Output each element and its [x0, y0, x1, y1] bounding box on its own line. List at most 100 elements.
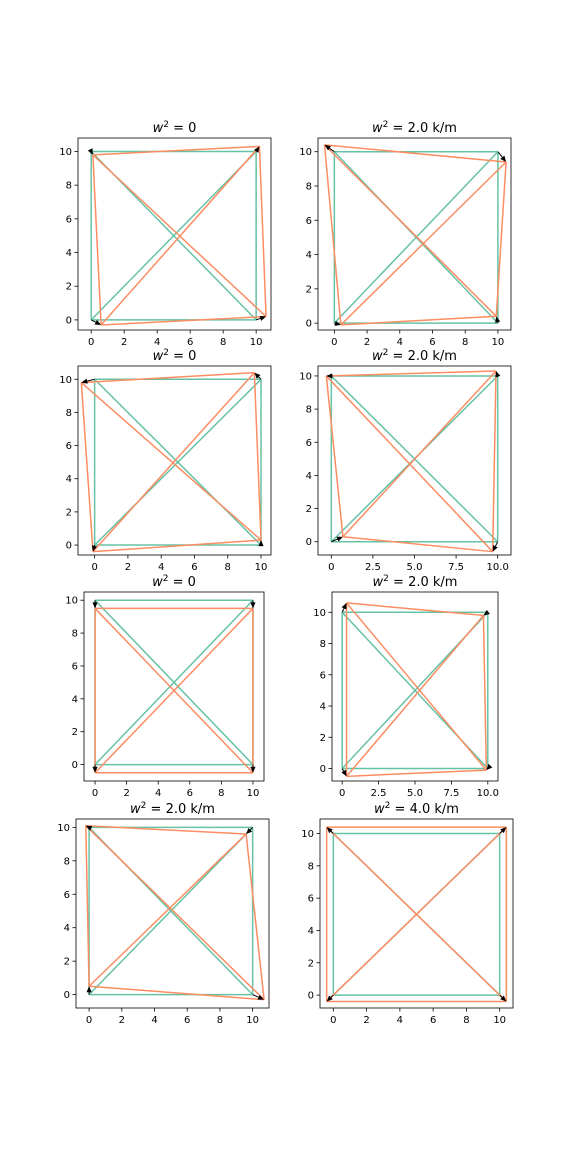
x-tick-label: 6 — [429, 337, 435, 348]
displaced-member-1 — [340, 315, 497, 326]
x-tick-label: 0 — [328, 562, 334, 573]
y-tick-label: 2 — [66, 282, 72, 293]
y-tick-label: 10 — [313, 608, 326, 619]
displacement-arrow-3 — [499, 830, 503, 834]
x-tick-label: 2 — [125, 562, 131, 573]
displacement-arrow-4 — [87, 378, 95, 382]
displaced-member-4 — [323, 144, 342, 325]
displacement-arrow-2 — [252, 994, 259, 998]
y-tick-label: 6 — [66, 214, 72, 225]
arrow-head-2 — [500, 995, 507, 1002]
displaced-member-6 — [345, 602, 487, 771]
y-tick-label: 0 — [64, 990, 70, 1001]
y-tick-label: 8 — [306, 405, 312, 416]
displaced-member-4 — [325, 375, 344, 537]
displaced-member-6 — [92, 154, 267, 318]
arrow-head-3 — [250, 602, 256, 609]
displacement-arrow-1 — [341, 768, 345, 772]
arrow-head-3 — [483, 609, 490, 616]
y-tick-label: 6 — [308, 894, 314, 905]
arrow-head-4 — [326, 827, 333, 834]
y-tick-label: 0 — [72, 760, 78, 771]
subplot-title: w2 = 2.0 k/m — [130, 801, 215, 817]
x-tick-label: 0 — [331, 337, 337, 348]
subplot-title: w2 = 0 — [153, 120, 197, 136]
x-tick-label: 10 — [247, 788, 260, 799]
displacement-arrow-2 — [494, 541, 499, 547]
displacement-arrow-2 — [499, 994, 503, 998]
x-tick-label: 0 — [339, 788, 345, 799]
axes-frame — [77, 137, 272, 331]
y-tick-label: 2 — [306, 504, 312, 515]
x-tick-label: 2.5 — [365, 562, 381, 573]
subplot-8: 0 2 4 6 8 10 0 2 4 6 8 10 w2 = 4.0 k/m — [301, 801, 514, 1026]
displaced-member-1 — [101, 315, 267, 326]
x-tick-label: 2 — [123, 788, 129, 799]
y-tick-label: 6 — [306, 216, 312, 227]
displaced-member-5 — [345, 614, 485, 777]
y-tick-label: 10 — [301, 829, 314, 840]
x-tick-label: 0 — [86, 1015, 92, 1026]
displacement-arrows — [341, 602, 493, 777]
x-tick-label: 10 — [493, 1015, 506, 1026]
y-tick-label: 2 — [306, 284, 312, 295]
displaced-truss — [85, 824, 265, 1001]
x-tick-label: 4 — [397, 337, 403, 348]
displaced-member-5 — [342, 370, 497, 538]
x-tick-label: 5.0 — [407, 788, 423, 799]
displacement-arrow-1 — [331, 538, 338, 543]
x-tick-label: 4 — [154, 337, 160, 348]
displaced-member-6 — [80, 382, 262, 541]
x-tick-label: 0 — [91, 562, 97, 573]
arrow-head-2 — [259, 315, 267, 321]
x-tick-label: 0 — [330, 1015, 336, 1026]
x-tick-label: 2 — [364, 337, 370, 348]
displaced-member-6 — [324, 144, 497, 317]
y-tick-label: 4 — [66, 248, 72, 259]
displaced-member-1 — [89, 985, 265, 1001]
y-tick-label: 4 — [308, 926, 314, 937]
x-tick-label: 2.5 — [371, 788, 387, 799]
displaced-member-6 — [326, 826, 507, 1003]
y-tick-label: 0 — [306, 537, 312, 548]
x-tick-label: 8 — [462, 337, 468, 348]
x-tick-label: 2 — [121, 337, 127, 348]
displacement-arrow-3 — [258, 376, 262, 380]
arrow-head-1 — [92, 766, 98, 773]
displaced-truss — [325, 370, 497, 553]
displaced-member-2 — [482, 615, 488, 771]
x-tick-label: 7.5 — [443, 788, 459, 799]
displaced-member-2 — [495, 161, 507, 317]
x-tick-label: 2 — [119, 1015, 125, 1026]
axes-frame — [75, 818, 270, 1009]
y-tick-label: 4 — [72, 694, 78, 705]
displaced-truss — [325, 826, 508, 1003]
y-tick-label: 6 — [72, 661, 78, 672]
y-tick-label: 2 — [64, 957, 70, 968]
displaced-member-5 — [92, 372, 255, 553]
displaced-member-6 — [325, 375, 494, 553]
arrow-head-3 — [254, 372, 261, 379]
axes-frame — [319, 818, 514, 1009]
arrow-head-1 — [341, 769, 347, 777]
x-tick-label: 4 — [155, 788, 161, 799]
displacement-arrows — [81, 372, 264, 552]
y-tick-label: 8 — [72, 629, 78, 640]
y-tick-label: 2 — [320, 733, 326, 744]
axes-frame — [317, 137, 512, 331]
arrow-head-1 — [334, 320, 341, 326]
y-tick-label: 6 — [66, 441, 72, 452]
displacement-arrows — [326, 827, 507, 1002]
arrow-head-4 — [326, 373, 333, 379]
displaced-member-1 — [346, 769, 487, 778]
x-tick-label: 8 — [225, 562, 231, 573]
arrow-head-3 — [495, 370, 501, 378]
arrow-head-2 — [495, 316, 501, 323]
x-tick-label: 8 — [218, 788, 224, 799]
x-tick-label: 0 — [88, 337, 94, 348]
y-tick-label: 10 — [59, 147, 72, 158]
x-tick-label: 10.0 — [487, 562, 509, 573]
x-tick-label: 8 — [463, 1015, 469, 1026]
original-truss — [333, 150, 499, 324]
axes-frame — [83, 591, 265, 782]
